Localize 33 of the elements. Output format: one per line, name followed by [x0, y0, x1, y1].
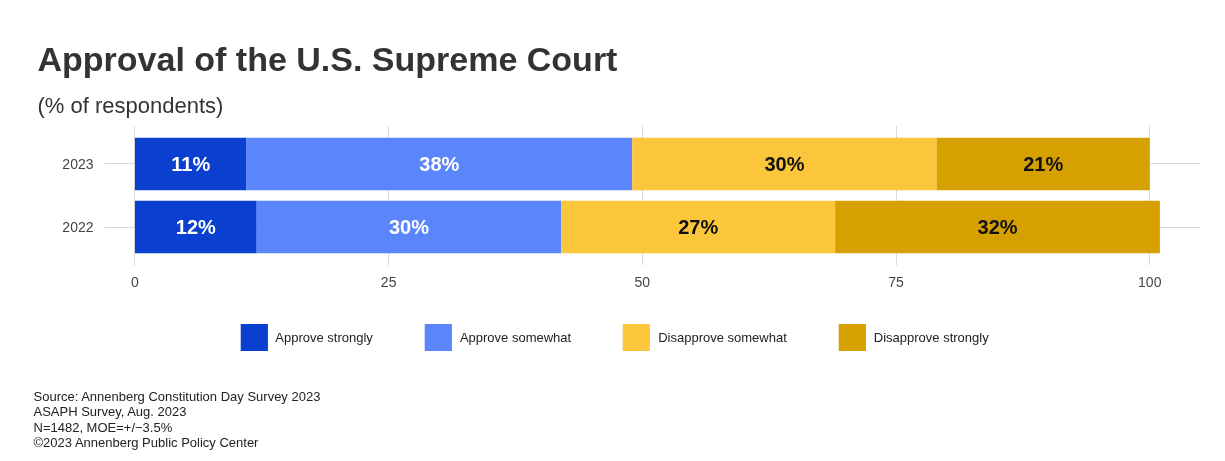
bar [246, 137, 633, 191]
data-label: 30% [388, 216, 430, 239]
data-label: 27% [678, 216, 719, 239]
x-tick-label: 0 [131, 273, 140, 290]
data-label: 21% [1023, 152, 1064, 175]
bar [134, 137, 247, 191]
bar [835, 200, 1160, 254]
y-tick-label: 2022 [62, 219, 94, 236]
x-tick-label: 100 [1138, 273, 1162, 290]
text: ASAPH Survey, Aug. 2023 [33, 404, 187, 419]
legend-label: Disapprove strongly [873, 329, 989, 345]
x-tick-label: 50 [634, 273, 651, 290]
text: ©2023 Annenberg Public Policy Center [33, 435, 260, 450]
legend-label: Disapprove somewhat [658, 329, 787, 345]
chart-title: Approval of the U.S. Supreme Court [37, 39, 618, 78]
legend-label: Approve somewhat [459, 329, 572, 345]
data-label: 38% [419, 152, 460, 175]
text: N=1482, MOE=+/−3.5% [33, 419, 173, 435]
bar [134, 200, 257, 254]
data-label: 11% [171, 152, 211, 175]
chart-subtitle: (% of respondents) [37, 92, 224, 118]
data-label: 30% [764, 152, 805, 175]
bar [256, 200, 562, 254]
source-note: Source: Annenberg Constitution Day Survey 2023 [33, 388, 321, 404]
x-tick-label: 25 [380, 273, 397, 290]
x-tick-label: 75 [888, 273, 905, 290]
bar [561, 200, 836, 254]
bar [632, 137, 937, 191]
bar [936, 137, 1150, 191]
data-label: 32% [977, 216, 1018, 239]
legend-label: Approve strongly [275, 329, 373, 345]
y-tick-label: 2023 [62, 155, 94, 172]
data-label: 12% [175, 216, 217, 239]
